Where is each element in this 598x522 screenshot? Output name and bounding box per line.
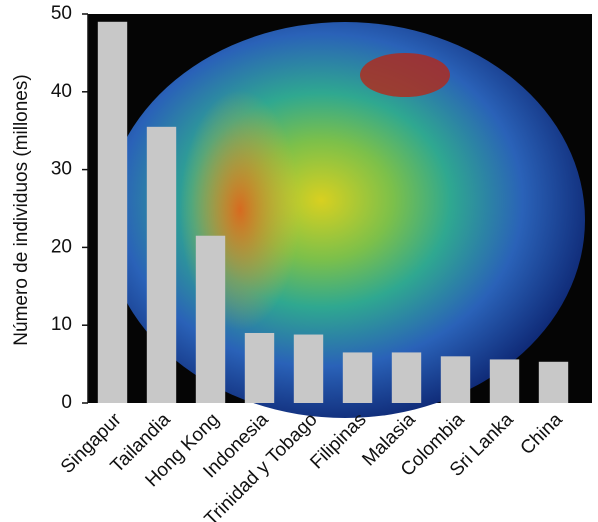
y-tick-label: 50 — [51, 3, 72, 24]
y-axis-label: Número de individuos (millones) — [11, 74, 32, 345]
bar — [489, 359, 520, 403]
y-tick-label: 10 — [51, 314, 72, 335]
bar — [440, 356, 471, 403]
bar — [195, 235, 226, 403]
bar — [391, 352, 422, 403]
bar — [293, 334, 324, 403]
bar — [97, 21, 128, 404]
bar — [244, 332, 275, 403]
y-tick-label: 20 — [51, 236, 72, 257]
globe-land — [360, 53, 450, 97]
bar — [146, 126, 177, 403]
y-tick-label: 30 — [51, 159, 72, 180]
bar — [538, 361, 569, 403]
x-tick-label: China — [517, 409, 567, 459]
bar — [342, 352, 373, 403]
y-tick-label: 0 — [61, 392, 72, 413]
y-tick-label: 40 — [51, 81, 72, 102]
